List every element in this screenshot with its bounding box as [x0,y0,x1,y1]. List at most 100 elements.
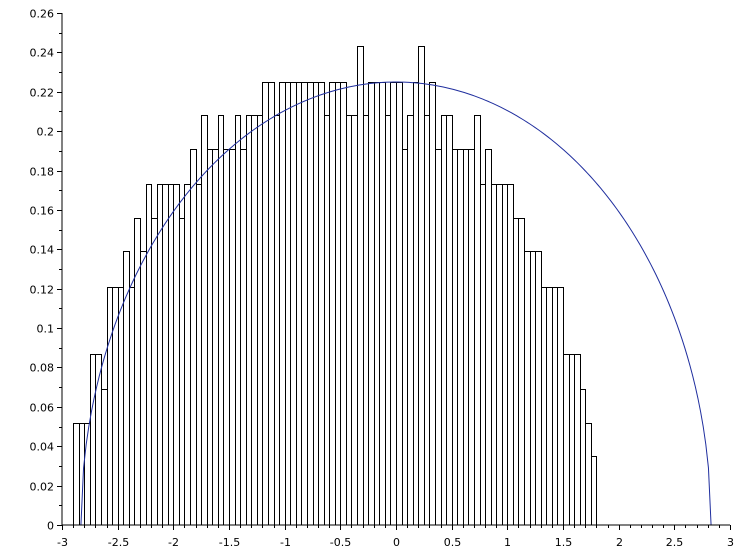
histogram-bar [491,184,497,526]
histogram-bar [262,82,269,526]
histogram-bar [229,149,236,526]
histogram-bar [557,287,564,526]
histogram-bar [296,82,302,526]
histogram-bar [129,287,135,526]
histogram-bar [168,184,174,526]
histogram-bar [223,149,230,526]
x-tick-label: -0.5 [330,536,351,549]
x-tick-label: -3 [57,536,68,549]
histogram-bar [368,82,375,526]
x-tick-label: 0.5 [444,536,462,549]
histogram-bar [73,423,80,526]
histogram-bar [351,115,358,526]
y-tick-label: 0.2 [37,126,55,139]
histogram-bar [313,82,319,526]
y-tick-label: 0.18 [30,166,55,179]
histogram-bar [274,115,280,526]
histogram-bar [407,115,414,526]
y-tick-label: 0.24 [30,47,55,60]
histogram-bar [246,115,252,526]
histogram-bar [324,115,330,526]
histogram-bar [496,184,503,526]
histogram-bar [530,251,536,526]
histogram-bar [524,251,531,526]
histogram-bar [502,184,508,526]
histogram-bar [146,184,152,526]
histogram-bar [574,354,581,526]
histogram-bar [307,82,314,526]
histogram-bar [385,115,391,526]
histogram-bar [151,218,158,526]
y-tick-label: 0.06 [30,402,55,415]
x-tick-label: 3 [727,536,734,549]
histogram-bar [173,184,180,526]
y-tick-label: 0.02 [30,481,55,494]
y-tick-label: 0.16 [30,205,55,218]
y-tick-label: 0.26 [30,8,55,21]
histogram-bar [390,82,397,526]
y-tick-label: 0.1 [37,323,55,336]
histogram-bar [218,115,224,526]
histogram-bar [101,389,108,526]
histogram-bar [285,82,291,526]
histogram-bar [357,46,364,526]
histogram-bar [207,149,213,526]
histogram-bar [257,115,263,526]
histogram-bar [184,184,191,526]
histogram-bar [268,82,275,526]
histogram-bar [518,218,525,526]
x-tick-label: -2.5 [108,536,129,549]
histogram-bar [591,456,597,526]
histogram-bar [474,115,481,526]
x-tick-label: 1 [504,536,511,549]
histogram-bar [140,251,147,526]
histogram-bar [402,149,408,526]
y-tick-label: 0.04 [30,441,55,454]
y-tick-label: 0.22 [30,87,55,100]
histogram-bar [335,82,341,526]
x-axis-ticks: -3 -2.5 -2 -1.5 -1 -0.5 0 0.5 1 1.5 2 2.5 3 [57,525,734,549]
histogram-bar [201,115,208,526]
y-tick-label: 0.14 [30,244,55,257]
x-tick-label: 0 [393,536,400,549]
histogram-bar [240,149,247,526]
histogram-bar [441,115,447,526]
histogram-bar [463,149,469,526]
histogram-bar [507,184,514,526]
x-tick-label: -2 [168,536,179,549]
histogram-bar [363,115,369,526]
histogram-bar [563,354,570,526]
histogram-bar [480,184,486,526]
histogram-bars [73,46,597,526]
x-tick-label: 2.5 [666,536,684,549]
histogram-bar [346,115,352,526]
histogram-bar [196,184,202,526]
histogram-bar [190,149,197,526]
histogram-bar [424,115,430,526]
histogram-bar [457,149,464,526]
histogram-bar [251,115,258,526]
histogram-bar [435,149,442,526]
y-axis-ticks: 0 0.02 0.04 0.06 0.08 0.1 0.12 0.14 0.16 0.18 0.2 0… [30,8,62,533]
histogram-bar [468,149,475,526]
x-tick-label: -1.5 [219,536,240,549]
histogram-bar [535,251,542,526]
histogram-bar [541,287,547,526]
histogram-bar [162,184,169,526]
histogram-bar [212,149,219,526]
histogram-bar [396,82,403,526]
y-tick-label: 0.08 [30,362,55,375]
histogram-bar [235,115,241,526]
histogram-bar [446,115,453,526]
histogram-bar [413,82,419,526]
histogram-bar [585,423,592,526]
histogram-bar [179,218,185,526]
histogram-bar [552,287,558,526]
x-tick-label: -1 [280,536,291,549]
histogram-bar [569,354,575,526]
histogram-bar [301,82,308,526]
histogram-bar [580,389,586,526]
histogram-bar [123,251,130,526]
histogram-bar [418,46,425,526]
histogram-bar [513,218,519,526]
